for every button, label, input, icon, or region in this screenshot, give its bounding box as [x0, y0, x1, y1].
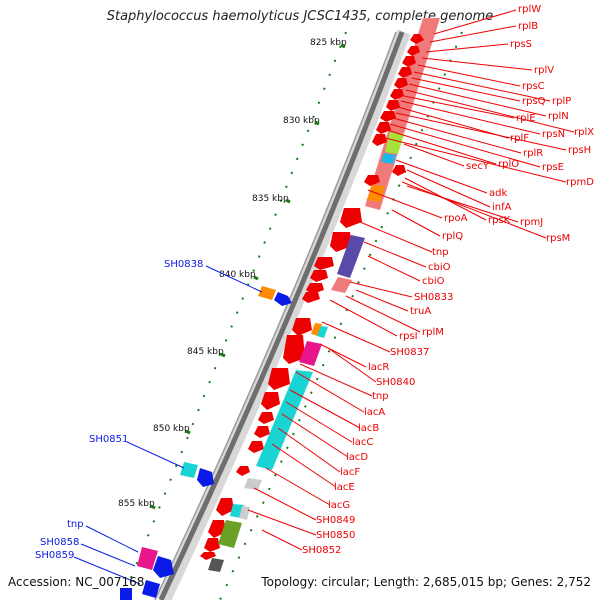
label-rplF: rplF [510, 133, 529, 144]
left-edge-blue-bar [120, 588, 132, 600]
left-label-lines [73, 265, 263, 585]
label-SH0852: SH0852 [302, 545, 341, 556]
label-lacR: lacR [368, 362, 389, 373]
ruler-label-825: 825 kbp [310, 38, 347, 48]
label-cbiO-1: cbiO [428, 262, 451, 273]
gene-SH0858-blue[interactable] [153, 556, 174, 578]
gene-SH0837-cyan[interactable] [317, 326, 328, 338]
label-infA: infA [492, 202, 512, 213]
label-rplW: rplW [518, 4, 541, 15]
label-rpsN: rpsN [542, 129, 565, 140]
ruler-label-845: 845 kbp [187, 347, 224, 357]
label-lacE: lacE [334, 482, 355, 493]
gene-cbiO[interactable] [337, 235, 365, 278]
gene-SH0833[interactable] [331, 277, 352, 293]
gene-SH0852-olive[interactable] [218, 520, 242, 548]
gene-SH0838-orange[interactable] [258, 286, 276, 300]
gene-SH0851-blue[interactable] [197, 468, 214, 487]
label-adk: adk [489, 188, 507, 199]
label-lacG: lacG [328, 500, 350, 511]
left-label-SH0838: SH0838 [164, 259, 203, 270]
gene-arrows-upper[interactable] [200, 34, 424, 560]
label-rpsH: rpsH [568, 145, 591, 156]
accession-label: Accession: NC_007168 [8, 575, 145, 589]
label-truA: truA [410, 306, 431, 317]
label-rpmD: rpmD [566, 177, 594, 188]
label-tnp: tnp [432, 247, 449, 258]
right-label-lines [247, 9, 575, 551]
label-SH0849: SH0849 [316, 515, 355, 526]
ruler-label-840: 840 kbp [219, 270, 256, 280]
label-rpsC: rpsC [522, 81, 545, 92]
gene-adk[interactable] [381, 153, 396, 164]
label-rplB: rplB [518, 21, 538, 32]
label-rpoA: rpoA [444, 213, 468, 224]
ruler-label-830: 830 kbp [283, 116, 320, 126]
label-SH0837: SH0837 [390, 347, 429, 358]
gene-lacG-gray[interactable] [244, 478, 262, 490]
label-rplQ: rplQ [442, 231, 463, 242]
ruler-dotted-line [121, 31, 347, 600]
label-rpsK: rpsK [488, 215, 511, 226]
label-lacB: lacB [358, 423, 379, 434]
gene-SH0838-blue[interactable] [274, 292, 292, 306]
label-rplP: rplP [552, 96, 571, 107]
map-title: Staphylococcus haemolyticus JCSC1435, co… [106, 9, 494, 24]
label-tnp-2: tnp [372, 391, 389, 402]
label-rplR: rplR [523, 148, 543, 159]
gene-SH0859-blue[interactable] [142, 580, 160, 598]
label-rplE: rplE [516, 113, 536, 124]
label-rplM: rplM [422, 327, 444, 338]
gene-SH0837-orange[interactable] [311, 323, 322, 336]
label-cbiO-2: cbiO [422, 276, 445, 287]
label-rpmJ: rpmJ [520, 217, 543, 228]
left-label-tnp: tnp [67, 519, 84, 530]
label-SH0840: SH0840 [376, 377, 415, 388]
label-lacC: lacC [352, 437, 373, 448]
gene-SH0850-gray[interactable] [239, 506, 250, 520]
gene-secY[interactable] [385, 132, 404, 154]
right-labels: rplW rplB rpsS rplV rpsC rplP rpsQ rplN … [302, 4, 594, 556]
gene-lacR-magenta[interactable] [299, 341, 322, 366]
label-rplO: rplO [498, 159, 519, 170]
label-rpsS: rpsS [510, 39, 532, 50]
label-lacA: lacA [364, 407, 385, 418]
label-SH0850: SH0850 [316, 530, 355, 541]
gene-SH0851-cyan[interactable] [180, 462, 198, 478]
label-SH0833: SH0833 [414, 292, 453, 303]
label-rpsI: rpsI [399, 331, 418, 342]
label-rplN: rplN [548, 111, 569, 122]
label-rpsE: rpsE [542, 162, 564, 173]
backbone-inner-line [154, 31, 397, 600]
gene-gray-bottom[interactable] [208, 558, 224, 572]
left-label-SH0858: SH0858 [40, 537, 79, 548]
label-lacF: lacF [340, 467, 360, 478]
label-secY: secY [466, 161, 490, 172]
gene-tnp-magenta[interactable] [137, 547, 158, 570]
label-rplX: rplX [574, 127, 594, 138]
left-label-SH0859: SH0859 [35, 550, 74, 561]
label-rpsQ: rpsQ [522, 96, 546, 107]
backbone-line [158, 31, 405, 600]
ruler-major-ticks [150, 43, 346, 510]
genome-summary: Topology: circular; Length: 2,685,015 bp… [261, 575, 591, 589]
ruler-label-835: 835 kbp [252, 194, 289, 204]
label-rplV: rplV [534, 65, 554, 76]
ruler-label-850: 850 kbp [153, 424, 190, 434]
left-label-SH0851: SH0851 [89, 434, 128, 445]
label-lacD: lacD [346, 452, 368, 463]
label-rpsM: rpsM [546, 233, 570, 244]
ruler-label-855: 855 kbp [118, 499, 155, 509]
